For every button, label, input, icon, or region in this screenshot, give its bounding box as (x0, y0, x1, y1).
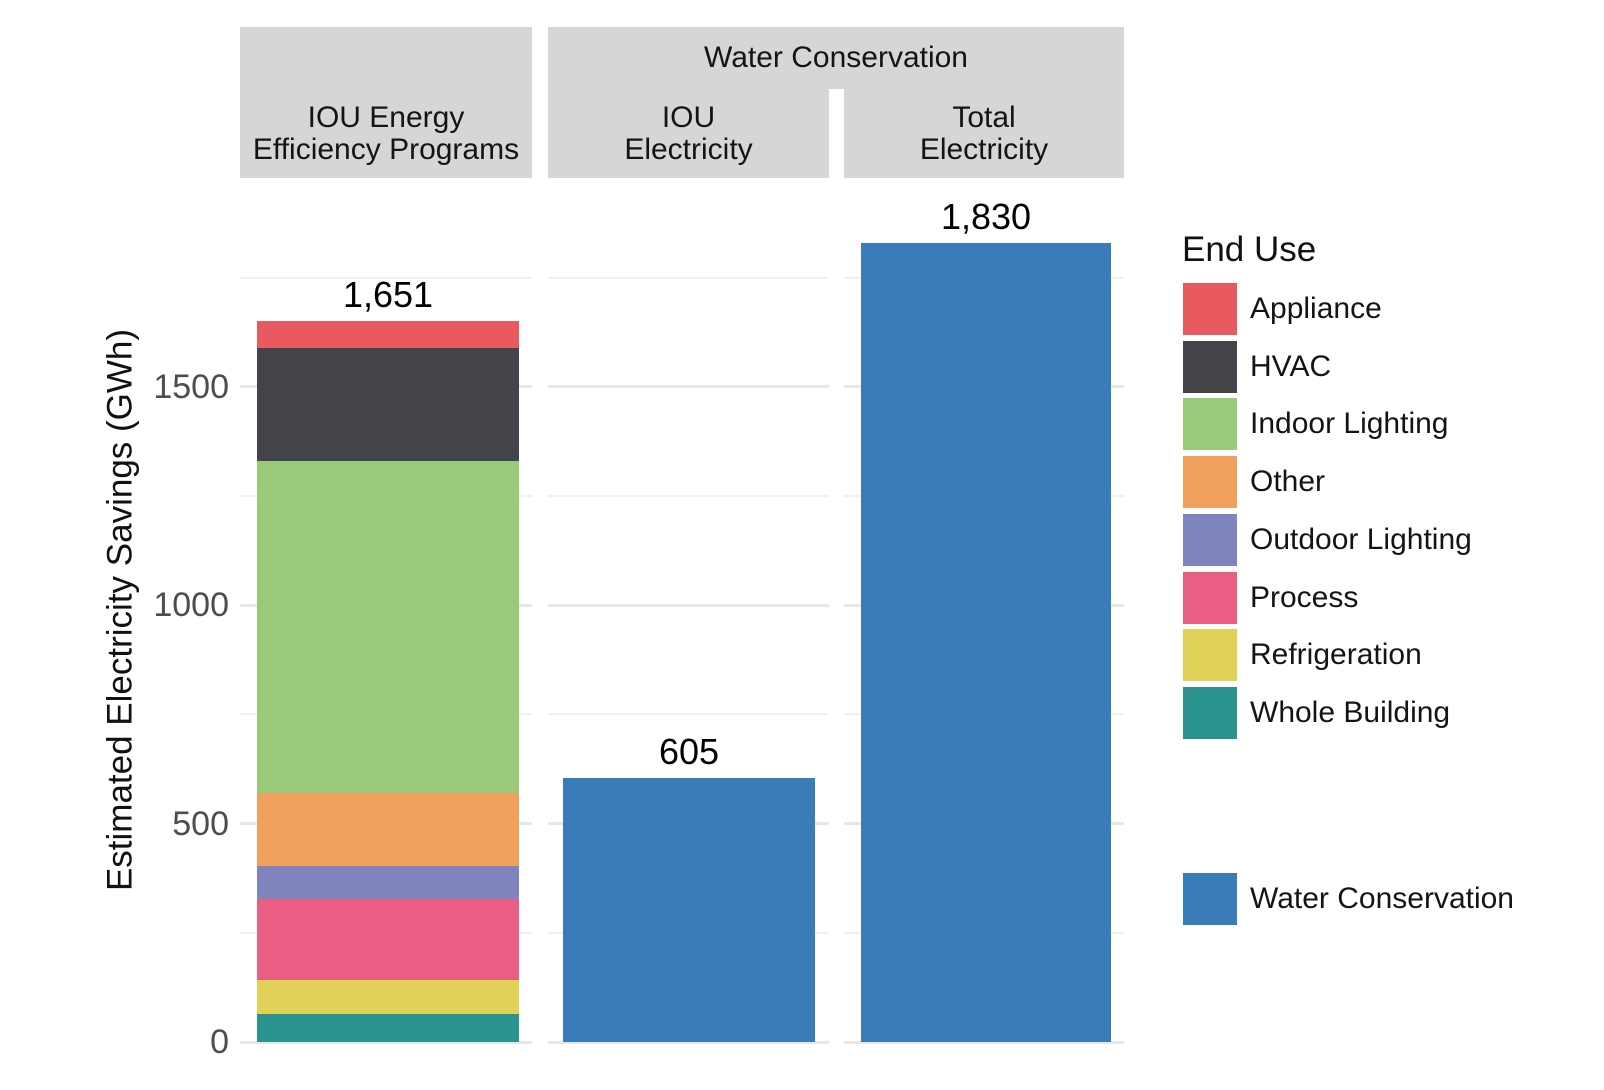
bar-segment-whole-building (257, 1014, 519, 1042)
bar-total-label-1-651: 1,651 (342, 273, 434, 315)
legend-label-hvac: HVAC (1250, 349, 1332, 383)
strip-label-line: Efficiency Programs (252, 132, 520, 166)
y-tick-label-500: 500 (172, 804, 229, 843)
strip-label-line: Electricity (919, 132, 1049, 166)
strip-label-line: IOU Energy (307, 100, 465, 134)
legend-label-refrigeration: Refrigeration (1250, 638, 1422, 672)
bar-segment-appliance (257, 320, 519, 348)
bar-segment-hvac (257, 347, 519, 461)
strip-label-line: IOU (661, 100, 716, 134)
y-tick-label-1000: 1000 (153, 586, 229, 625)
facet-strip-group-label-water-conservation: Water Conservation (704, 41, 968, 74)
facet-strip-iou-electricity (548, 89, 829, 178)
legend-swatch-outdoor-lighting (1183, 513, 1237, 566)
gridline-minor (240, 276, 532, 279)
bar-segment-water-conservation (861, 242, 1111, 1042)
legend-label-other: Other (1250, 465, 1326, 499)
legend-title: End Use (1182, 230, 1317, 269)
facet-strip-label-total-electricity: Total Electricity (844, 89, 1124, 178)
strip-label-line: Electricity (624, 132, 753, 166)
bar-total-label-605: 605 (658, 730, 720, 772)
gridline-major (548, 1040, 829, 1044)
bar-segment-refrigeration (257, 979, 519, 1015)
legend-label-whole-building: Whole Building (1250, 695, 1451, 729)
bar-segment-water-conservation (563, 777, 815, 1042)
legend-swatch-refrigeration (1183, 629, 1237, 682)
legend-label-process: Process (1250, 580, 1359, 614)
legend-label-appliance: Appliance (1250, 292, 1382, 325)
gridline-minor (548, 713, 829, 716)
gridline-major (548, 385, 829, 389)
bar-segment-outdoor-lighting (257, 865, 519, 900)
legend-swatch-appliance (1183, 283, 1237, 335)
bar-segment-indoor-lighting (257, 460, 519, 793)
facet-strip-label-iou-energy-efficiency-programs: IOU Energy Efficiency Programs (240, 89, 532, 178)
y-tick-label-1500: 1500 (153, 367, 229, 406)
facet-strip-iou-energy-efficiency-programs (240, 27, 532, 178)
legend-swatch-process (1183, 571, 1237, 624)
bar-segment-other (257, 793, 519, 866)
legend-swatch-other (1183, 456, 1237, 509)
gridline-minor (548, 495, 829, 497)
facet-strip-label-iou-electricity: IOU Electricity (548, 89, 829, 178)
facet-strip-group-water-conservation (548, 27, 1124, 89)
legend-swatch-water-conservation (1183, 873, 1237, 925)
bar-segment-process (257, 899, 519, 980)
bar-total-label-1-830: 1,830 (940, 195, 1032, 237)
gridline-major (240, 1040, 532, 1044)
gridline-major (548, 603, 829, 607)
legend-label-indoor-lighting: Indoor Lighting (1250, 407, 1449, 441)
legend-swatch-hvac (1183, 340, 1237, 393)
legend-swatch-whole-building (1183, 686, 1237, 739)
facet-strip-total-electricity (844, 89, 1124, 178)
gridline-major (844, 1040, 1124, 1044)
gridline-minor (548, 276, 829, 279)
legend-label-water-conservation: Water Conservation (1250, 882, 1514, 915)
y-tick-label-0: 0 (210, 1023, 229, 1061)
legend-label-outdoor-lighting: Outdoor Lighting (1250, 522, 1472, 556)
strip-label-line: Total (952, 100, 1016, 134)
legend-swatch-indoor-lighting (1183, 398, 1237, 451)
